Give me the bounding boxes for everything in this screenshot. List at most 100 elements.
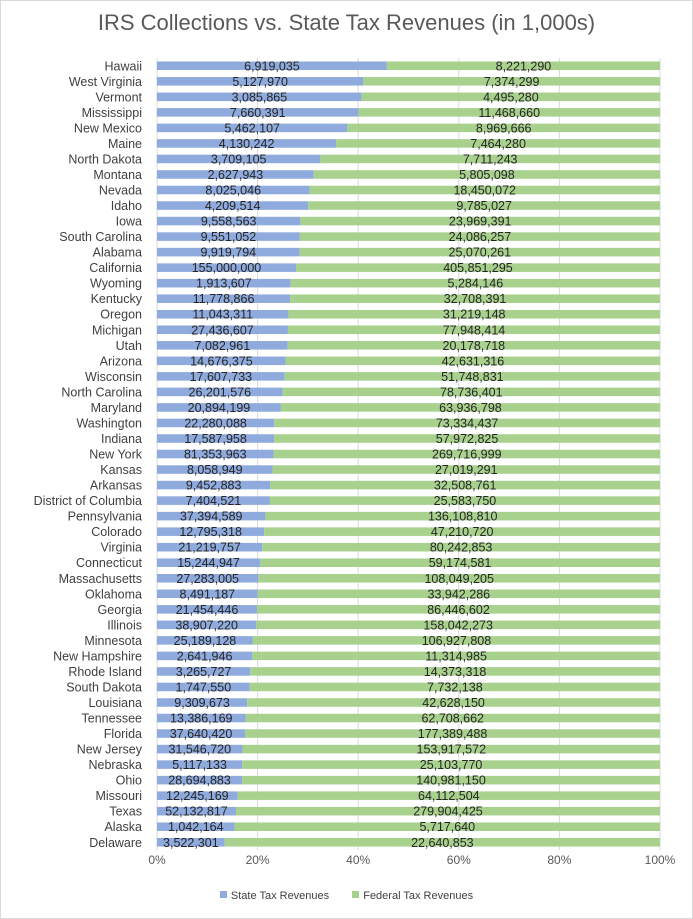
data-label-state: 20,894,199 xyxy=(188,401,251,415)
bar-federal xyxy=(258,573,660,583)
bar-state xyxy=(157,822,235,832)
category-label: New Hampshire xyxy=(53,649,142,663)
data-label-federal: 27,019,291 xyxy=(435,463,498,477)
bar-federal xyxy=(358,108,660,117)
data-label-state: 21,454,446 xyxy=(176,603,239,617)
bar-federal xyxy=(274,418,660,428)
data-label-state: 2,641,946 xyxy=(177,649,233,663)
data-label-state: 9,919,794 xyxy=(200,246,256,260)
data-label-state: 38,907,220 xyxy=(175,618,238,632)
category-label: Pennsylvania xyxy=(68,510,142,524)
category-label: Idaho xyxy=(111,199,142,213)
data-label-state: 28,694,883 xyxy=(168,774,231,788)
data-label-state: 155,000,000 xyxy=(192,261,262,275)
legend-item-federal: Federal Tax Revenues xyxy=(352,890,473,902)
bar-state xyxy=(157,760,243,769)
bar-federal xyxy=(265,511,660,521)
bar-state xyxy=(157,698,248,707)
data-label-federal: 9,785,027 xyxy=(456,199,512,213)
category-label: Mississippi xyxy=(82,106,142,120)
category-label: Wyoming xyxy=(90,277,142,291)
data-label-federal: 269,716,999 xyxy=(432,448,502,462)
data-label-federal: 5,805,098 xyxy=(459,168,515,182)
data-label-federal: 31,219,148 xyxy=(443,308,506,322)
bar-federal xyxy=(280,403,660,412)
bar-federal xyxy=(252,636,661,645)
legend-swatch-state xyxy=(219,891,227,898)
bar-state xyxy=(157,418,275,428)
data-label-federal: 33,942,286 xyxy=(428,587,491,601)
bar-state xyxy=(157,667,251,676)
data-label-state: 1,042,164 xyxy=(168,820,224,834)
data-label-federal: 51,748,831 xyxy=(441,370,504,384)
data-label-federal: 177,389,488 xyxy=(418,727,488,741)
category-label: California xyxy=(89,261,142,275)
data-label-state: 5,127,970 xyxy=(232,75,288,89)
category-label: New York xyxy=(89,448,143,462)
category-label: Oregon xyxy=(100,308,142,322)
bar-state xyxy=(157,403,281,412)
category-label: Vermont xyxy=(95,90,142,104)
bar-federal xyxy=(272,465,660,474)
bar-federal xyxy=(270,480,660,490)
data-label-state: 1,913,607 xyxy=(196,277,252,291)
x-tick-label: 80% xyxy=(547,853,571,867)
category-label: Minnesota xyxy=(84,634,142,648)
bar-federal xyxy=(234,822,660,832)
chart-title: IRS Collections vs. State Tax Revenues (… xyxy=(97,10,596,35)
data-label-state: 5,117,133 xyxy=(172,758,227,772)
legend-label-federal: Federal Tax Revenues xyxy=(363,890,474,902)
data-label-state: 25,189,128 xyxy=(174,634,237,648)
bar-state xyxy=(157,605,258,614)
data-label-federal: 11,468,660 xyxy=(478,106,540,120)
data-label-state: 8,025,046 xyxy=(205,184,261,198)
bar-state xyxy=(157,636,253,645)
x-tick-label: 100% xyxy=(645,853,676,867)
category-label: Georgia xyxy=(98,603,143,617)
bar-federal xyxy=(299,247,660,257)
data-label-federal: 59,174,581 xyxy=(429,556,492,570)
data-label-state: 17,587,958 xyxy=(184,432,247,446)
category-label: Connecticut xyxy=(76,556,143,570)
data-label-federal: 63,936,798 xyxy=(439,401,502,415)
data-label-federal: 106,927,808 xyxy=(422,634,492,648)
data-label-state: 7,660,391 xyxy=(230,106,286,120)
bar-state xyxy=(157,154,321,164)
bar-federal xyxy=(245,713,660,723)
bar-state xyxy=(157,496,270,505)
data-label-federal: 7,464,280 xyxy=(470,137,526,151)
bar-federal xyxy=(290,294,660,303)
category-label: Delaware xyxy=(89,836,142,850)
bar-federal xyxy=(247,698,660,707)
bar-federal xyxy=(250,667,660,676)
data-label-state: 15,244,947 xyxy=(177,556,240,570)
data-label-federal: 22,640,853 xyxy=(411,836,474,850)
bar-state xyxy=(157,278,291,288)
category-label: Massachusetts xyxy=(59,572,142,586)
bar-state xyxy=(157,309,289,319)
bar-federal xyxy=(308,201,660,210)
bar-state xyxy=(157,185,310,195)
data-label-federal: 57,972,825 xyxy=(436,432,499,446)
data-label-state: 22,280,088 xyxy=(184,416,247,430)
bar-federal xyxy=(264,527,660,536)
data-label-federal: 62,708,662 xyxy=(421,712,484,726)
category-label: Florida xyxy=(104,727,142,741)
category-label: Kentucky xyxy=(91,292,143,306)
category-label: Missouri xyxy=(95,789,142,803)
bar-state xyxy=(157,573,259,583)
legend: State Tax Revenues Federal Tax Revenues xyxy=(0,890,693,902)
bar-federal xyxy=(287,341,660,350)
bar-federal xyxy=(242,775,661,785)
bar-federal xyxy=(363,77,660,86)
bar-federal xyxy=(260,558,660,567)
data-label-state: 21,219,757 xyxy=(178,541,241,555)
data-label-federal: 24,086,257 xyxy=(449,230,512,244)
bar-state xyxy=(157,527,265,536)
data-label-state: 7,082,961 xyxy=(195,339,251,353)
bar-federal xyxy=(284,372,660,381)
bar-state xyxy=(157,713,246,723)
data-label-federal: 32,508,761 xyxy=(434,479,497,493)
bar-federal xyxy=(313,170,660,179)
data-label-federal: 32,708,391 xyxy=(444,292,507,306)
